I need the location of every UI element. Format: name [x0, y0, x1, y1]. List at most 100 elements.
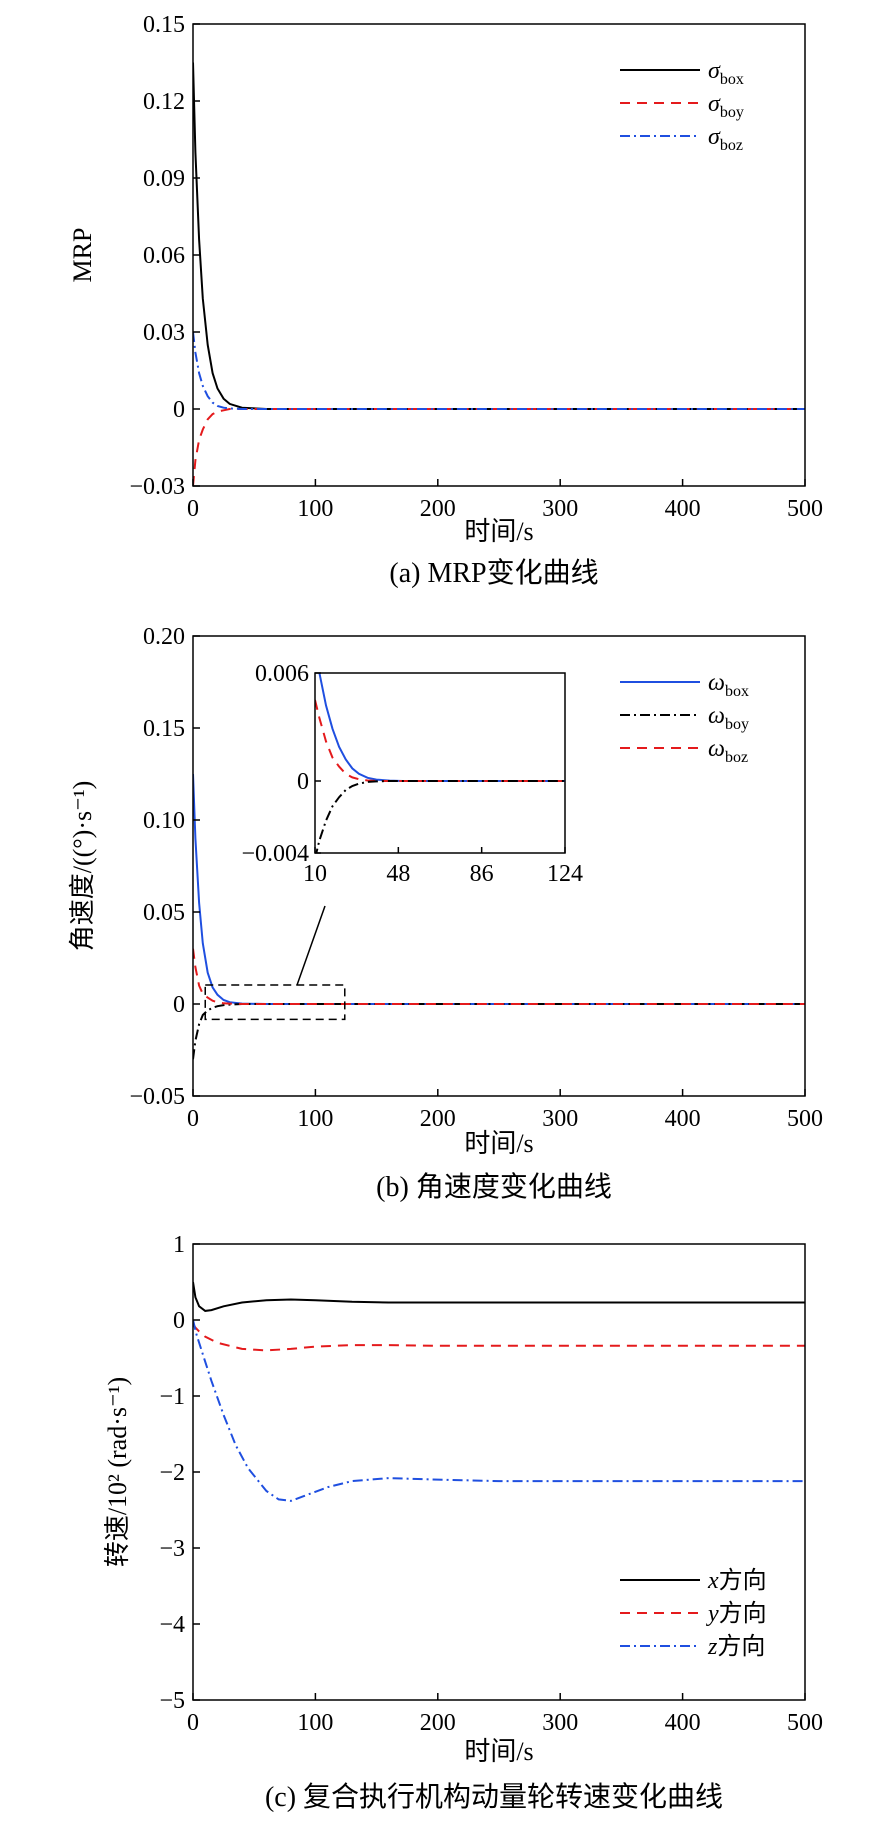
inset-x-tick-label: 124: [547, 861, 583, 887]
y-axis-title: 角速度/((°)·s⁻¹): [68, 781, 97, 952]
series-line-2: [193, 331, 805, 410]
x-tick-label: 400: [665, 1710, 701, 1736]
legend-symbol: σ: [708, 58, 721, 84]
chart-a: 0 100 200 300 400 500−0.0300.030.060.090.120.…: [68, 12, 823, 589]
x-tick-label: 200: [420, 1710, 456, 1736]
figure-caption: (b) 角速度变化曲线: [376, 1171, 612, 1203]
inset-chart: 10 48 86 124 −0.004 0 0.006: [241, 661, 583, 887]
y-tick-label: −2: [159, 1460, 185, 1486]
legend-axis-letter: x: [707, 1568, 719, 1594]
legend-symbol: ω: [708, 736, 725, 762]
series-line-2: [193, 948, 805, 1005]
legend-entry-2: z方向: [707, 1633, 765, 1660]
y-tick-label: 0.15: [143, 12, 185, 38]
figure-caption: (a) MRP变化曲线: [389, 557, 598, 589]
inset-frame: [314, 672, 566, 854]
x-axis-title: 时间/s: [464, 1737, 533, 1766]
x-tick-label: 300: [542, 496, 578, 522]
inset-background: [315, 673, 565, 853]
chart-b: 0 100 200 300 400 500−0.0500.050.100.150.20时间…: [68, 624, 823, 1203]
legend-entry-0: σbox: [708, 58, 744, 88]
legend-entry-2: ωboz: [708, 736, 748, 766]
x-tick-label: 100: [297, 496, 333, 522]
y-tick-label: −3: [159, 1536, 185, 1562]
x-axis-title: 时间/s: [464, 1129, 533, 1158]
series-line-2: [193, 1319, 805, 1502]
y-tick-label: −0.05: [129, 1084, 185, 1110]
y-tick-label: 0.12: [143, 89, 185, 115]
legend-subscript: box: [720, 71, 744, 88]
x-tick-label: 0: [187, 1106, 199, 1132]
legend-entry-1: ωboy: [708, 703, 749, 733]
legend-suffix: 方向: [719, 1567, 767, 1594]
legend-symbol: σ: [708, 124, 721, 150]
x-tick-label: 500: [787, 496, 823, 522]
legend-subscript: boy: [720, 104, 744, 121]
legend-axis-letter: y: [706, 1601, 719, 1627]
y-tick-label: 0.10: [143, 808, 185, 834]
legend-entry-1: y方向: [706, 1600, 767, 1627]
zoom-region-box: [204, 984, 346, 1021]
series-line-0: [193, 1281, 805, 1312]
y-tick-label: −4: [159, 1612, 185, 1638]
y-tick-label: 0.05: [143, 900, 185, 926]
y-tick-label: 0.06: [143, 243, 185, 269]
x-axis-title: 时间/s: [464, 517, 533, 546]
x-tick-label: 0: [187, 1710, 199, 1736]
y-tick-label: 0: [173, 1308, 185, 1334]
legend-subscript: boy: [725, 716, 749, 733]
legend-subscript: boz: [720, 137, 743, 154]
y-tick-label: 0.09: [143, 166, 185, 192]
legend-entry-2: σboz: [708, 124, 743, 154]
plot-frame: [192, 635, 806, 1097]
zoom-connector-line: [296, 905, 326, 986]
legend-subscript: box: [725, 683, 749, 700]
y-tick-label: −1: [159, 1384, 185, 1410]
inset-y-tick-label: 0.006: [255, 661, 309, 687]
inset-x-tick-label: 48: [386, 861, 410, 887]
x-tick-label: 500: [787, 1710, 823, 1736]
legend-symbol: ω: [708, 670, 725, 696]
x-tick-label: 400: [665, 1106, 701, 1132]
x-tick-label: 100: [297, 1106, 333, 1132]
legend-suffix: 方向: [717, 1633, 765, 1660]
y-tick-label: 0.03: [143, 320, 185, 346]
y-tick-label: 0.20: [143, 624, 185, 650]
x-tick-label: 100: [297, 1710, 333, 1736]
x-tick-label: 200: [420, 1106, 456, 1132]
legend-entry-0: ωbox: [708, 670, 749, 700]
y-axis-title: 转速/10² (rad·s⁻¹): [103, 1377, 132, 1567]
legend-axis-letter: z: [707, 1634, 718, 1660]
y-tick-label: 0.15: [143, 716, 185, 742]
x-tick-label: 200: [420, 496, 456, 522]
x-tick-label: 400: [665, 496, 701, 522]
y-tick-label: −0.03: [129, 474, 185, 500]
y-tick-label: −5: [159, 1688, 185, 1714]
inset-x-tick-label: 10: [303, 861, 327, 887]
plot-frame: [192, 1243, 806, 1701]
legend-suffix: 方向: [719, 1600, 767, 1627]
inset-y-tick-label: −0.004: [241, 841, 309, 867]
inset-x-tick-label: 86: [470, 861, 494, 887]
x-tick-label: 0: [187, 496, 199, 522]
chart-c: 0 100 200 300 400 500 −5 −4 −3 −2 −1 0 1 时间/s 转速/10² (…: [103, 1232, 823, 1813]
figure-caption: (c) 复合执行机构动量轮转速变化曲线: [265, 1781, 723, 1813]
legend-subscript: boz: [725, 749, 748, 766]
inset-y-tick-label: 0: [297, 769, 309, 795]
legend-symbol: σ: [708, 91, 721, 117]
y-axis-title: MRP: [68, 228, 97, 283]
x-tick-label: 300: [542, 1106, 578, 1132]
series-line-1: [193, 1323, 805, 1352]
inset-series-line-2: [315, 780, 565, 853]
x-tick-label: 300: [542, 1710, 578, 1736]
y-tick-label: 1: [173, 1232, 185, 1258]
legend-entry-0: x方向: [707, 1567, 767, 1594]
legend-entry-1: σboy: [708, 91, 744, 121]
legend-symbol: ω: [708, 703, 725, 729]
x-tick-label: 500: [787, 1106, 823, 1132]
y-tick-label: 0: [173, 397, 185, 423]
y-tick-label: 0: [173, 992, 185, 1018]
series-line-1: [193, 1003, 805, 1060]
series-line-1: [193, 408, 805, 486]
